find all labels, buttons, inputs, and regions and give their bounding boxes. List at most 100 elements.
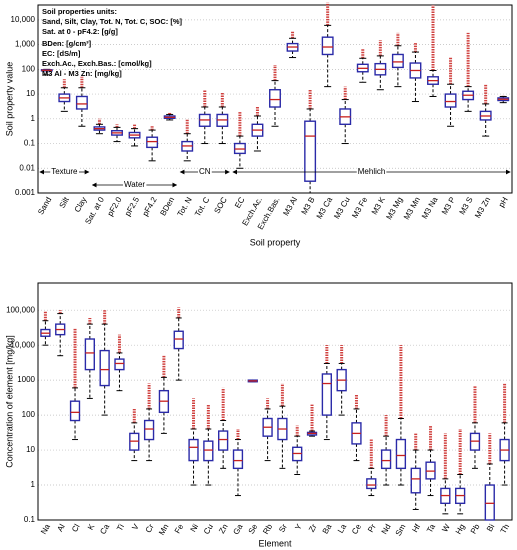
box xyxy=(366,478,377,490)
plot-frame xyxy=(37,282,513,521)
x-tick-label: Mn xyxy=(157,523,170,537)
y-tick-label: 10,000 xyxy=(11,15,36,24)
units-note: Sand, Silt, Clay, Tot. N, Tot. C, SOC: [… xyxy=(42,17,183,26)
x-tick-label: M3 P xyxy=(440,196,457,217)
x-tick-label: BDen xyxy=(158,196,176,218)
x-tick-label: pF2.5 xyxy=(123,195,141,218)
y-tick-label: 10,000 xyxy=(11,340,36,349)
x-tick-label: M3 Zn xyxy=(473,196,492,220)
y-tick-label: 10 xyxy=(26,89,35,98)
box xyxy=(395,438,407,470)
x-tick-label: M3 Al xyxy=(281,195,299,217)
box xyxy=(188,438,199,462)
x-tick-label: M3 Cu xyxy=(332,196,352,221)
x-tick-label: Pr xyxy=(366,522,378,534)
y-tick-label: 0.001 xyxy=(15,188,36,197)
x-tick-label: EC xyxy=(233,195,246,209)
box xyxy=(173,330,184,350)
x-tick-label: Hg xyxy=(454,523,467,536)
x-tick-label: Sm xyxy=(394,522,408,537)
x-tick-label: Th xyxy=(499,523,511,536)
y-tick-label: 0.01 xyxy=(19,163,35,172)
group-label-bg xyxy=(50,167,80,177)
x-axis-title: Soil property xyxy=(250,237,301,247)
group-label-bg xyxy=(123,180,147,190)
units-note: Sat. at 0 - pF4.2: [g/g] xyxy=(42,27,118,36)
box xyxy=(69,400,81,422)
box xyxy=(203,440,214,462)
y-tick-label: 0.1 xyxy=(24,139,36,148)
x-tick-label: M3 Fe xyxy=(350,195,369,220)
box xyxy=(232,449,244,470)
y-tick-label: 0.1 xyxy=(24,515,36,524)
y-tick-label: 100 xyxy=(22,64,36,73)
x-tick-label: Ti xyxy=(115,522,126,532)
y-tick-label: 100 xyxy=(22,410,36,419)
x-tick-label: M3 Mn xyxy=(402,196,422,222)
x-axis-title: Element xyxy=(258,538,292,548)
x-tick-label: Y xyxy=(293,522,304,532)
x-tick-label: M3 S xyxy=(458,196,475,217)
group-label-bg xyxy=(197,167,212,177)
x-tick-label: Ce xyxy=(350,522,363,536)
x-tick-label: Silt xyxy=(58,195,72,210)
x-tick-label: K xyxy=(86,522,97,532)
x-tick-label: Sand xyxy=(36,196,53,217)
x-tick-label: pH xyxy=(497,195,510,209)
x-tick-label: Ta xyxy=(425,522,437,534)
x-tick-label: Al xyxy=(55,522,66,533)
box xyxy=(99,349,110,387)
y-tick-label: 1000 xyxy=(17,375,35,384)
y-tick-label: 1,000 xyxy=(15,40,36,49)
x-tick-label: Tot. N xyxy=(176,195,194,218)
x-tick-label: Nd xyxy=(380,523,393,536)
x-tick-label: Na xyxy=(39,522,52,536)
box xyxy=(84,338,95,371)
units-note: Soil properties units: xyxy=(42,7,117,16)
x-tick-label: Clay xyxy=(73,196,89,214)
group-label: Water xyxy=(124,180,145,189)
x-tick-label: Zr xyxy=(307,522,319,533)
box xyxy=(380,449,392,470)
x-tick-label: M3 K xyxy=(370,195,387,216)
group-label-bg xyxy=(356,167,387,177)
x-tick-label: Pb xyxy=(469,522,482,535)
y-tick-label: 1 xyxy=(31,114,36,123)
x-tick-label: Cl xyxy=(70,522,82,533)
box xyxy=(143,419,155,441)
box xyxy=(146,136,159,149)
x-tick-label: M3 Na xyxy=(420,195,440,220)
x-tick-label: Hf xyxy=(410,522,422,534)
y-tick-label: 100,000 xyxy=(6,305,35,314)
x-tick-label: Cu xyxy=(202,523,215,536)
units-note: M3 Al - M3 Zn: [mg/kg] xyxy=(42,69,122,78)
y-axis-title: Concentration of element [mg/kg] xyxy=(4,335,14,468)
box xyxy=(114,358,125,371)
x-tick-label: Fe xyxy=(173,522,186,535)
x-tick-label: pF4.2 xyxy=(141,195,159,218)
x-tick-label: pF2.0 xyxy=(106,195,124,218)
x-tick-label: Zn xyxy=(217,523,229,536)
x-tick-label: La xyxy=(336,522,349,535)
box xyxy=(218,430,229,451)
box xyxy=(484,484,495,521)
group-label: CN xyxy=(199,167,211,176)
x-tick-label: Sr xyxy=(277,522,289,534)
x-tick-label: Ga xyxy=(231,522,244,536)
box xyxy=(410,467,421,494)
x-tick-label: W xyxy=(440,522,452,533)
x-tick-label: Tot. C xyxy=(193,195,211,218)
x-tick-label: Ca xyxy=(98,522,111,536)
units-note: Exch.Ac., Exch.Bas.: [cmol/kg] xyxy=(42,59,152,68)
group-label: Mehlich xyxy=(358,167,386,176)
box xyxy=(321,36,334,56)
x-tick-label: M3 B xyxy=(300,196,317,217)
units-note: EC: [dS/m] xyxy=(42,49,81,58)
y-tick-label: 1 xyxy=(31,480,36,489)
group-label: Texture xyxy=(51,167,78,176)
box xyxy=(75,95,88,110)
units-note: BDen: [g/cm³] xyxy=(42,39,92,48)
box xyxy=(269,89,281,108)
x-tick-label: Ni xyxy=(189,522,201,533)
x-tick-label: Cr xyxy=(144,522,156,534)
